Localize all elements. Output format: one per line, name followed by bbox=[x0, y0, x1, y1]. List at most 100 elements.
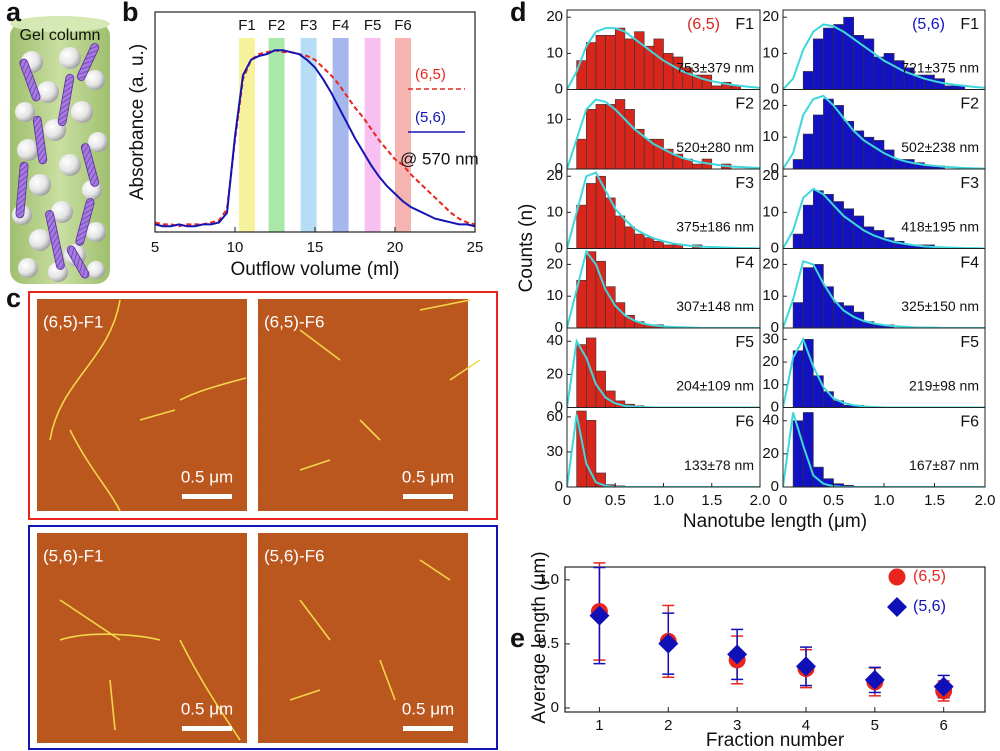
afm-label: (5,6)-F1 bbox=[43, 546, 103, 565]
x-tick-label: 2 bbox=[664, 717, 672, 734]
fraction-label: F6 bbox=[960, 414, 979, 431]
length-stat: 307±148 nm bbox=[676, 298, 754, 314]
histogram-bar bbox=[653, 138, 664, 169]
nanotube-fiber bbox=[179, 639, 241, 741]
fit-curve bbox=[567, 414, 760, 487]
x-tick-label: 1.0 bbox=[874, 492, 895, 509]
nanotube-fiber bbox=[59, 599, 121, 641]
fraction-label: F1 bbox=[960, 16, 979, 33]
fraction-label: F1 bbox=[735, 16, 754, 33]
y-tick-label: 60 bbox=[546, 408, 563, 425]
histogram-cell bbox=[783, 187, 985, 249]
x-tick-label: 5 bbox=[151, 239, 159, 256]
histogram-bar bbox=[802, 204, 814, 249]
length-stat: 502±238 nm bbox=[901, 139, 979, 155]
y-tick-label: 0 bbox=[771, 239, 779, 256]
band-label: F6 bbox=[394, 17, 412, 34]
histogram-bar bbox=[614, 27, 626, 90]
histogram-cell bbox=[567, 249, 760, 328]
x-tick-label: 1.5 bbox=[701, 492, 722, 509]
length-stat: 721±375 nm bbox=[901, 60, 979, 76]
marker bbox=[589, 605, 610, 626]
band-label: F3 bbox=[300, 17, 318, 34]
nanotube-fiber bbox=[299, 599, 331, 641]
fit-curve bbox=[783, 336, 985, 408]
y-tick-label: 20 bbox=[546, 167, 563, 184]
nanotube-fiber bbox=[289, 689, 321, 701]
histogram-cell bbox=[567, 337, 760, 408]
y-tick-label: 0 bbox=[771, 80, 779, 97]
histogram-bar bbox=[802, 339, 814, 408]
marker bbox=[658, 633, 679, 654]
y-tick-label: 10 bbox=[762, 203, 779, 220]
annotation: @ 570 nm bbox=[400, 149, 479, 168]
histogram-bar bbox=[934, 78, 945, 90]
y-tick-label: 20 bbox=[762, 167, 779, 184]
nanotube-fiber bbox=[449, 359, 481, 381]
histogram-bar bbox=[792, 233, 804, 249]
x-tick-label: 0 bbox=[779, 492, 787, 509]
histogram-bar bbox=[605, 34, 616, 90]
fraction-label: F6 bbox=[735, 414, 754, 431]
scale-bar bbox=[403, 726, 453, 731]
panel-label: a bbox=[6, 0, 22, 27]
fraction-label: F3 bbox=[735, 175, 754, 192]
nanotube-fiber bbox=[109, 679, 116, 731]
histogram-bar bbox=[585, 42, 597, 90]
fraction-label: F5 bbox=[735, 334, 754, 351]
marker bbox=[795, 656, 816, 677]
histogram-bar bbox=[643, 237, 655, 249]
y-axis-label: Absorbance (a. u.) bbox=[127, 44, 148, 200]
y-tick-label: 10 bbox=[762, 376, 779, 393]
y-tick-label: 20 bbox=[762, 353, 779, 370]
histogram-bar bbox=[663, 53, 674, 90]
fit-curve bbox=[783, 23, 985, 90]
gel-beads bbox=[12, 47, 108, 282]
panel-label: e bbox=[510, 623, 525, 653]
fit-curve bbox=[567, 171, 760, 249]
nanotube-fiber bbox=[379, 659, 396, 701]
series-label: (5,6) bbox=[912, 16, 945, 33]
histogram-bar bbox=[823, 27, 834, 90]
histogram-bar bbox=[944, 85, 955, 90]
x-tick-label: 10 bbox=[227, 239, 244, 256]
x-tick-label: 0.5 bbox=[823, 492, 844, 509]
length-stat: 204±109 nm bbox=[676, 378, 754, 394]
x-axis-label: Fraction number bbox=[706, 730, 845, 751]
scale-bar-label: 0.5 μm bbox=[181, 467, 233, 486]
length-stat: 325±150 nm bbox=[901, 298, 979, 314]
fraction-label: F2 bbox=[735, 96, 754, 113]
histogram-bar bbox=[792, 350, 804, 408]
afm-label: (6,5)-F6 bbox=[264, 312, 324, 331]
histogram-bar bbox=[802, 412, 814, 487]
legend-marker bbox=[888, 568, 906, 586]
y-tick-label: 0 bbox=[771, 160, 779, 177]
fit-curve bbox=[783, 259, 985, 328]
band-label: F1 bbox=[238, 17, 256, 34]
histogram-cell bbox=[783, 412, 985, 487]
plot-frame bbox=[564, 566, 986, 713]
y-tick-label: 0 bbox=[771, 319, 779, 336]
gel-column-illustration: Gel column bbox=[10, 16, 110, 284]
histogram-cell bbox=[783, 259, 985, 328]
afm-texture bbox=[37, 299, 247, 511]
fraction-band bbox=[332, 38, 349, 232]
histogram-bar bbox=[653, 38, 664, 90]
marker bbox=[727, 644, 748, 665]
scale-bar bbox=[403, 494, 453, 499]
histogram-cell bbox=[567, 410, 760, 487]
histogram-bar bbox=[692, 163, 703, 169]
x-tick-label: 5 bbox=[871, 717, 879, 734]
y-tick-label: 10 bbox=[546, 44, 563, 61]
y-tick-label: 0 bbox=[771, 398, 779, 415]
histogram-bar bbox=[624, 109, 635, 169]
legend-marker bbox=[887, 597, 907, 617]
histogram-bar bbox=[843, 208, 854, 249]
x-tick-label: 2.0 bbox=[975, 492, 996, 509]
afm-frame-65 bbox=[28, 291, 498, 520]
histogram-bar bbox=[833, 201, 844, 249]
histogram-bar bbox=[812, 466, 824, 487]
histogram-bar bbox=[792, 302, 804, 328]
y-tick-label: 0 bbox=[555, 319, 563, 336]
